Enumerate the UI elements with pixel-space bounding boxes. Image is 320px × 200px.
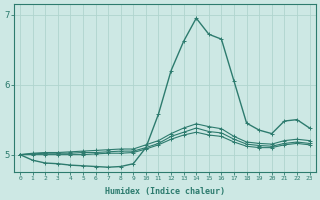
X-axis label: Humidex (Indice chaleur): Humidex (Indice chaleur) [105,187,225,196]
